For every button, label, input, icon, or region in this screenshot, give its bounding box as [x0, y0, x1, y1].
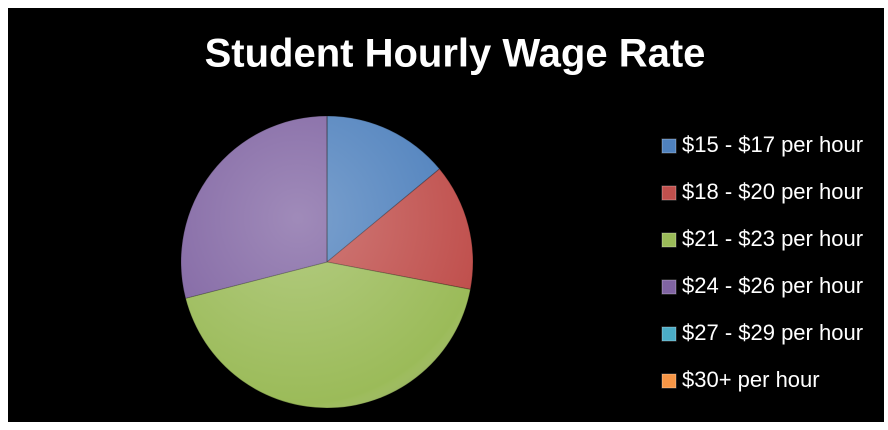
legend-swatch: [661, 138, 677, 154]
legend-swatch: [661, 279, 677, 295]
legend-swatch: [661, 232, 677, 248]
legend-swatch: [661, 185, 677, 201]
legend-swatch: [661, 373, 677, 389]
legend-label: $30+ per hour: [682, 367, 820, 392]
chart-title: Student Hourly Wage Rate: [205, 32, 706, 76]
legend-label: $21 - $23 per hour: [682, 226, 863, 251]
legend-label: $15 - $17 per hour: [682, 132, 863, 157]
legend-swatch: [661, 326, 677, 342]
legend-label: $18 - $20 per hour: [682, 179, 863, 204]
legend-label: $24 - $26 per hour: [682, 273, 863, 298]
legend-label: $27 - $29 per hour: [682, 320, 863, 345]
